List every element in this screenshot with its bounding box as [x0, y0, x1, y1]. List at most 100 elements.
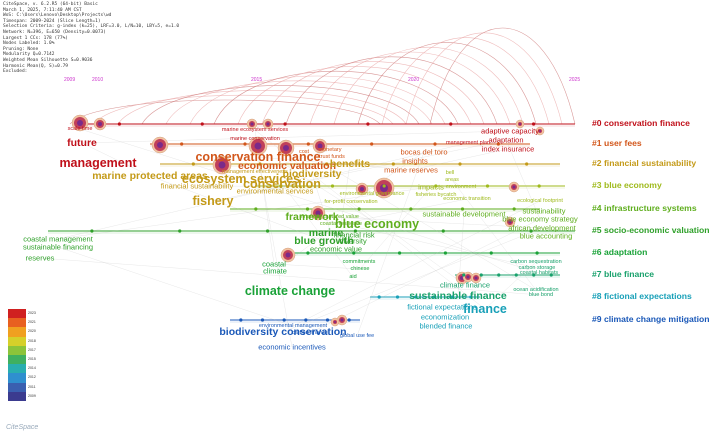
keyword-node-small [512, 207, 516, 211]
keyword-node-core [77, 120, 83, 126]
legend-year: 2020 [28, 329, 36, 334]
legend-year: 2018 [28, 338, 36, 343]
keyword-node-small [531, 122, 536, 126]
keyword-node-small [325, 318, 330, 322]
keyword-label: adaptive capacity [481, 126, 539, 136]
keyword-node-core [315, 210, 321, 216]
keyword-node-small [532, 273, 536, 277]
co-occurrence-link [451, 179, 462, 188]
legend-swatch [8, 391, 26, 401]
keyword-node-small [497, 273, 501, 277]
keyword-label: finance [463, 302, 507, 316]
keyword-label: management plan [445, 140, 491, 146]
keyword-node-core [508, 220, 512, 224]
keyword-node-core [340, 318, 344, 322]
keyword-node-small [352, 251, 356, 255]
co-occurrence-link [254, 149, 331, 173]
keyword-label: biodiversity conservation [219, 326, 347, 338]
network-summary-line: Nodes Labeled: 1.0% [3, 41, 55, 47]
co-occurrence-link [57, 246, 294, 327]
keyword-label: for-profit conservation [324, 199, 378, 205]
keyword-node-small [458, 162, 462, 166]
keyword-node-small [443, 251, 448, 255]
keyword-node-small [239, 318, 243, 322]
cluster-label: #7 blue finance [592, 269, 655, 279]
keyword-label: bocas del toro [400, 147, 448, 157]
keyword-label: fisheries bycatch [415, 192, 457, 198]
cluster-label: #9 climate change mitigation [592, 314, 710, 324]
keyword-label: coastal resilience [319, 221, 363, 227]
keyword-node-core [474, 276, 478, 280]
keyword-label: benefits [329, 158, 371, 170]
co-occurrence-link [257, 156, 412, 171]
keyword-label: coastal [262, 259, 286, 269]
keyword-node-core [218, 161, 226, 169]
co-occurrence-link [257, 156, 293, 348]
keyword-node-small [265, 229, 270, 233]
keyword-label: future [67, 137, 97, 149]
keyword-node-core [360, 187, 364, 191]
keyword-node-small [353, 229, 358, 233]
timeline-year-label: 2020 [408, 77, 420, 83]
keyword-label: index insurance [481, 144, 535, 154]
legend-year: 2023 [28, 311, 36, 315]
keyword-node-core [317, 143, 323, 149]
network-summary-line: WoS: C:\Users\Lenovo\Desktop\Projects\wd [3, 13, 112, 19]
keyword-node-small [178, 229, 182, 233]
co-occurrence-link [292, 200, 541, 327]
keyword-label: marine ecosystem services [221, 127, 289, 133]
network-summary-line: Network: N=396, E=650 (Density=0.0073) [3, 29, 106, 35]
keyword-label: diversity [339, 236, 367, 246]
keyword-label: environmental management [258, 323, 328, 329]
keyword-label: scale time [67, 126, 93, 132]
keyword-node-core [254, 142, 262, 150]
keyword-label: sustainable financing [22, 242, 94, 252]
keyword-label: economic valuation [237, 160, 337, 172]
keyword-node-small [489, 251, 493, 255]
keyword-label: adaptation [488, 135, 524, 145]
network-summary-line: Modularity Q=0.7142 [3, 52, 55, 58]
keyword-node-core [334, 321, 336, 323]
keyword-node-core [250, 122, 254, 126]
keyword-node-small [306, 142, 310, 146]
keyword-node-small [305, 207, 310, 211]
cluster-label: #1 user fees [592, 138, 642, 148]
keyword-label: trust funds [319, 154, 345, 160]
keyword-node-small [117, 122, 122, 126]
keyword-node-small [283, 122, 287, 126]
legend-swatch [8, 354, 26, 365]
keyword-label: aid [349, 274, 357, 280]
keyword-node-small [535, 251, 539, 255]
keyword-node-small [395, 295, 400, 299]
keyword-node-small [460, 207, 465, 211]
keyword-node-small [414, 295, 418, 299]
keyword-node-core [466, 275, 470, 279]
keyword-node-small [191, 162, 195, 166]
network-summary-line: Largest 1 CCs: 178 (77%) [3, 35, 69, 41]
keyword-label: blue accounting [519, 231, 573, 241]
keyword-label: fictional expectations [407, 302, 477, 312]
keyword-node-small [449, 122, 453, 126]
legend-swatch [8, 382, 26, 392]
keyword-label: sustainable development [422, 209, 506, 219]
citation-arc [405, 32, 563, 125]
cluster-label: #0 conservation finance [592, 118, 690, 128]
timeline-year-label: 2015 [251, 77, 263, 83]
keyword-label: coastal management [23, 234, 93, 244]
legend-swatch [8, 309, 26, 319]
co-occurrence-link [57, 186, 432, 240]
keyword-node-small [254, 207, 258, 211]
keyword-node-small [90, 229, 94, 233]
keyword-label: management effectiveness [222, 169, 288, 175]
keyword-node-core [285, 252, 291, 258]
keyword-label: ecological footprint [517, 198, 563, 204]
keyword-label: cost [298, 149, 310, 155]
keyword-node-small [357, 207, 361, 211]
keyword-node-small [366, 122, 370, 126]
network-summary-line: Harmonic Mean(Q, S)=0.79 [3, 63, 69, 69]
keyword-node-small [258, 162, 262, 166]
keyword-node-small [469, 295, 473, 299]
keyword-label: blended finance [419, 321, 473, 331]
cluster-label: #8 fictional expectations [592, 291, 692, 301]
keyword-node-small [514, 273, 518, 277]
